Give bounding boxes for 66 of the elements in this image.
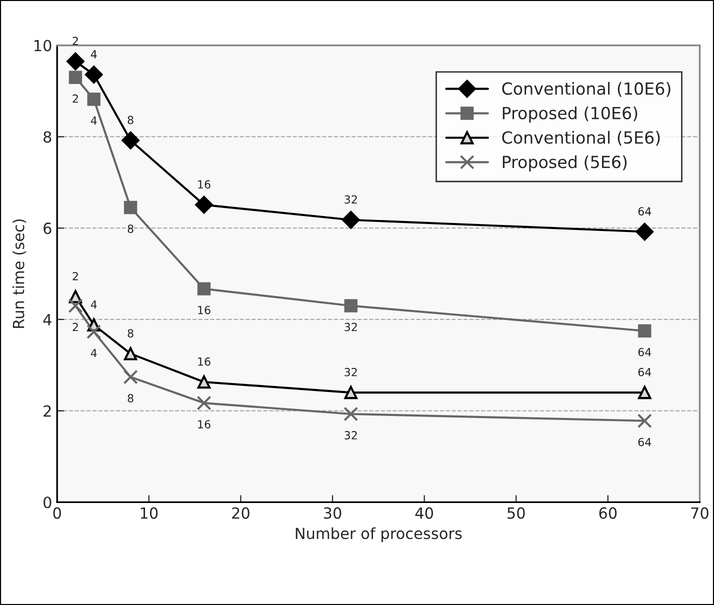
annotation: 8 bbox=[128, 116, 134, 124]
y-tick-label: 6 bbox=[44, 222, 52, 234]
x-tick-label: 70 bbox=[691, 507, 708, 519]
point bbox=[66, 52, 84, 70]
x-tick-label: 20 bbox=[232, 507, 250, 519]
point bbox=[84, 66, 103, 84]
point bbox=[638, 324, 652, 338]
point bbox=[122, 131, 140, 150]
point bbox=[87, 92, 100, 106]
annotation: 32 bbox=[344, 368, 357, 376]
point bbox=[68, 70, 82, 84]
legend-label: Proposed (10E6) bbox=[502, 106, 638, 123]
legend-label: Proposed (5E6) bbox=[502, 155, 627, 172]
point bbox=[197, 375, 211, 389]
point bbox=[344, 386, 358, 400]
annotation: 8 bbox=[128, 394, 134, 402]
point bbox=[197, 282, 211, 296]
legend-label: Conventional (5E6) bbox=[502, 130, 660, 146]
annotation: 4 bbox=[90, 116, 97, 125]
annotation: 4 bbox=[90, 50, 97, 58]
annotation: 16 bbox=[198, 180, 210, 189]
y-axis-title: Run time (sec) bbox=[12, 219, 26, 328]
annotation: 64 bbox=[638, 368, 652, 376]
annotation: 64 bbox=[638, 438, 652, 446]
x-tick-label: 50 bbox=[508, 507, 525, 519]
point bbox=[344, 299, 358, 312]
annotation: 32 bbox=[344, 431, 357, 440]
point bbox=[196, 396, 212, 410]
point bbox=[637, 414, 652, 428]
y-tick-label: 2 bbox=[44, 405, 51, 417]
annotation: 8 bbox=[128, 224, 134, 233]
annotation: 8 bbox=[128, 329, 134, 338]
point bbox=[124, 200, 138, 214]
annotation: 16 bbox=[198, 306, 210, 314]
point bbox=[344, 406, 358, 422]
point bbox=[68, 298, 83, 314]
x-tick-label: 60 bbox=[599, 507, 617, 519]
x-tick-label: 40 bbox=[415, 507, 434, 519]
point bbox=[636, 222, 654, 241]
x-axis-title: Number of processors bbox=[296, 527, 462, 542]
x-tick-label: 10 bbox=[140, 507, 158, 519]
point bbox=[124, 347, 138, 360]
point bbox=[638, 386, 652, 400]
annotation: 32 bbox=[344, 322, 357, 332]
point bbox=[195, 196, 213, 214]
y-tick-label: 10 bbox=[34, 40, 52, 52]
point bbox=[123, 370, 138, 384]
y-tick-label: 0 bbox=[44, 496, 52, 508]
y-tick-label: 8 bbox=[44, 131, 52, 143]
x-tick-label: 0 bbox=[53, 507, 61, 519]
annotation: 32 bbox=[344, 195, 357, 204]
annotation: 16 bbox=[198, 357, 210, 366]
y-tick-label: 4 bbox=[43, 314, 52, 326]
legend-label: Conventional (10E6) bbox=[502, 82, 670, 97]
point bbox=[342, 210, 360, 229]
x-tick-label: 30 bbox=[324, 507, 342, 519]
annotation: 16 bbox=[198, 420, 210, 428]
annotation: 2 bbox=[72, 36, 78, 45]
point bbox=[86, 324, 102, 340]
annotation: 4 bbox=[90, 348, 97, 358]
annotation: 64 bbox=[638, 348, 652, 356]
annotation: 4 bbox=[90, 300, 97, 309]
annotation: 2 bbox=[72, 272, 78, 280]
annotation: 2 bbox=[72, 322, 78, 332]
annotation: 2 bbox=[72, 94, 78, 103]
annotation: 64 bbox=[638, 207, 652, 216]
